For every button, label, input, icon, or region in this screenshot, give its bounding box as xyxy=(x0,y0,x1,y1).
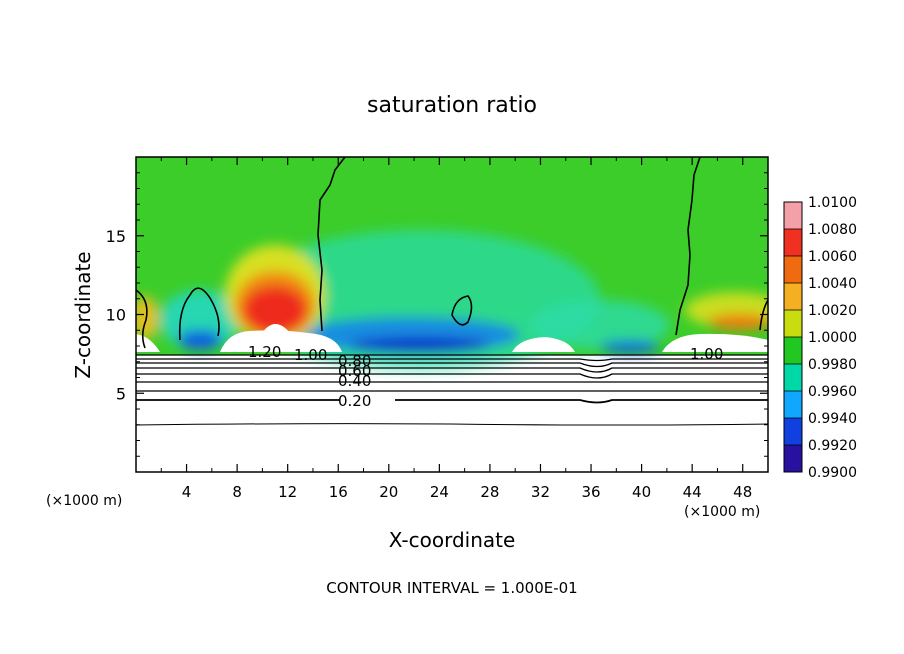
x-tick-label: 8 xyxy=(232,483,242,501)
colorbar-swatch xyxy=(784,418,802,445)
colorbar-label: 1.0060 xyxy=(808,249,857,265)
contour-interval-note: CONTOUR INTERVAL = 1.000E-01 xyxy=(326,579,577,597)
boundary-contours xyxy=(136,157,768,349)
colorbar-label: 1.0080 xyxy=(808,222,857,238)
colorbar-swatch xyxy=(784,337,802,364)
x-tick-label: 28 xyxy=(480,483,499,501)
field-darkblue-band xyxy=(350,337,490,353)
field-yellow-left xyxy=(136,296,159,340)
contour-label: 0.40 xyxy=(338,372,371,390)
colorbar-label: 1.0000 xyxy=(808,330,857,346)
contour-labels: 1.20 1.00 0.80 0.60 0.40 0.20 1.00 xyxy=(248,343,723,410)
contour-label: 0.80 xyxy=(338,352,371,370)
colorbar-label: 1.0040 xyxy=(808,276,857,292)
colorbar-swatch xyxy=(784,391,802,418)
colorbar-label: 0.9940 xyxy=(808,411,857,427)
colorbar-swatch xyxy=(784,202,802,229)
x-tick-label: 32 xyxy=(531,483,550,501)
colorbar-swatch xyxy=(784,445,802,472)
colorbar: 1.0100 1.0080 1.0060 1.0040 1.0020 1.0000 0.99… xyxy=(783,195,857,481)
x-unit-label-left: (×1000 m) xyxy=(46,493,122,509)
x-tick-label: 20 xyxy=(379,483,398,501)
contour-label: 1.20 xyxy=(248,343,281,361)
colorbar-label: 0.9900 xyxy=(808,465,857,481)
field-cyan-right xyxy=(530,300,670,350)
colorbar-label: 0.9980 xyxy=(808,357,857,373)
field-blue-right xyxy=(600,341,660,353)
contour-line-5 xyxy=(136,373,768,379)
x-tick-label: 36 xyxy=(581,483,600,501)
boundary-contour-blob2 xyxy=(451,295,473,326)
x-tick-label: 4 xyxy=(182,483,192,501)
y-tick-label: 5 xyxy=(116,384,126,403)
colorbar-swatch xyxy=(784,364,802,391)
y-tick-label: 10 xyxy=(106,306,126,325)
boundary-contour-right xyxy=(675,157,701,336)
x-tick-label: 48 xyxy=(733,483,752,501)
x-tick-label: 24 xyxy=(430,483,449,501)
contour-line-2 xyxy=(136,358,768,362)
cloud-cap-left xyxy=(136,334,160,352)
contour-label: 1.00 xyxy=(294,346,327,364)
cloud-cap-right xyxy=(662,333,768,352)
x-axis-title: X-coordinate xyxy=(389,528,516,552)
x-axis: 4 8 12 16 20 24 28 32 36 40 44 48 xyxy=(160,157,752,501)
boundary-contour-leftedge xyxy=(136,289,148,349)
x-tick-label: 16 xyxy=(329,483,348,501)
contour-line-9 xyxy=(136,423,768,426)
colorbar-label: 1.0100 xyxy=(808,195,857,211)
x-unit-label-right: (×1000 m) xyxy=(684,504,760,520)
cloud-cap-mid xyxy=(512,337,575,352)
colorbar-swatch xyxy=(784,229,802,256)
field-orange-right xyxy=(708,314,768,330)
boundary-contour-blob1 xyxy=(178,287,220,341)
chart-title: saturation ratio xyxy=(367,93,537,118)
contour-label: 0.60 xyxy=(338,362,371,380)
lower-contours xyxy=(136,354,768,426)
x-tick-label: 12 xyxy=(278,483,297,501)
y-axis: 5 10 15 xyxy=(106,172,768,457)
contour-label: 1.00 xyxy=(690,345,723,363)
contour-line-3 xyxy=(136,362,768,368)
field-blue-left xyxy=(178,330,222,350)
cloud-cap-plume xyxy=(262,324,290,333)
y-tick-label: 15 xyxy=(106,227,126,246)
y-axis-title: Z-coordinate xyxy=(71,251,95,378)
x-tick-label: 44 xyxy=(683,483,702,501)
contour-label: 0.20 xyxy=(338,392,371,410)
cloud-cap-center xyxy=(220,330,342,352)
field-red-plume xyxy=(243,286,307,334)
x-tick-label: 40 xyxy=(632,483,651,501)
colorbar-label: 0.9920 xyxy=(808,438,857,454)
colorbar-swatch xyxy=(784,283,802,310)
contour-line-4 xyxy=(136,367,768,373)
colorbar-label: 1.0020 xyxy=(808,303,857,319)
contour-line-8 xyxy=(136,399,768,404)
plot-area xyxy=(136,157,768,472)
boundary-contour-left xyxy=(317,157,346,332)
boundary-contour-blob3 xyxy=(759,299,768,331)
colorbar-label: 0.9960 xyxy=(808,384,857,400)
colorbar-swatch xyxy=(784,256,802,283)
colorbar-swatch xyxy=(784,310,802,337)
